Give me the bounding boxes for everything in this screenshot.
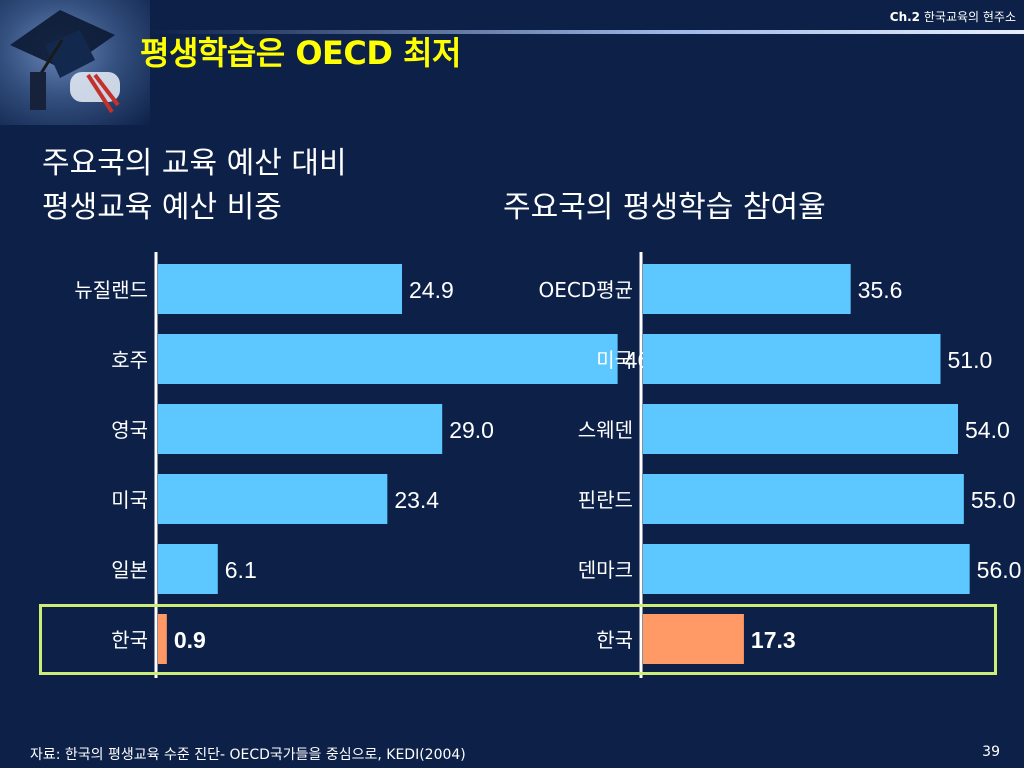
bar-1-4 (643, 544, 970, 594)
graduation-cap-image (0, 0, 150, 125)
category-label-0-2: 영국 (111, 418, 148, 442)
korea-highlight-box (39, 604, 997, 675)
category-label-0-4: 일본 (111, 558, 148, 582)
value-label-0-4: 6.1 (225, 557, 257, 583)
bar-0-0 (158, 264, 403, 314)
chapter-label: Ch.2 한국교육의 현주소 (890, 8, 1016, 25)
category-label-1-1: 미국 (596, 348, 633, 372)
chapter-code: Ch.2 (889, 10, 921, 24)
bar-1-2 (643, 404, 958, 454)
category-label-0-1: 호주 (111, 348, 148, 372)
source-note: 자료: 한국의 평생교육 수준 진단- OECD국가들을 중심으로, KEDI(… (30, 747, 466, 763)
value-label-1-5: 17.3 (751, 627, 796, 653)
category-label-1-2: 스웨덴 (578, 418, 633, 442)
chapter-name: 한국교육의 현주소 (923, 10, 1016, 24)
category-label-1-4: 덴마크 (578, 558, 633, 582)
value-label-0-5: 0.9 (174, 627, 206, 653)
page-number: 39 (982, 744, 1000, 760)
value-label-0-2: 29.0 (449, 417, 494, 443)
category-label-0-0: 뉴질랜드 (74, 278, 148, 302)
bar-0-4 (158, 544, 218, 594)
chart-title-participation: 주요국의 평생학습 참여율 (503, 190, 826, 225)
value-label-0-0: 24.9 (409, 277, 454, 303)
category-label-0-5: 한국 (111, 628, 148, 652)
category-label-1-5: 한국 (596, 628, 633, 652)
header-divider (150, 30, 1024, 34)
bar-0-1 (158, 334, 618, 384)
value-label-1-0: 35.6 (858, 277, 903, 303)
bar-1-5 (643, 614, 744, 664)
bar-1-0 (643, 264, 851, 314)
value-label-1-1: 51.0 (948, 347, 993, 373)
value-label-1-2: 54.0 (965, 417, 1010, 443)
bar-1-1 (643, 334, 941, 384)
value-label-1-3: 55.0 (971, 487, 1016, 513)
category-label-1-0: OECD평균 (538, 278, 633, 302)
bar-0-5 (158, 614, 167, 664)
value-label-1-4: 56.0 (977, 557, 1022, 583)
category-label-0-3: 미국 (111, 488, 148, 512)
chart-title-budget: 주요국의 교육 예산 대비 평생교육 예산 비중 (42, 146, 347, 225)
value-label-0-3: 23.4 (394, 487, 439, 513)
bar-1-3 (643, 474, 964, 524)
slide-title: 평생학습은 OECD 최저 (140, 34, 461, 72)
bar-0-3 (158, 474, 388, 524)
category-label-1-3: 핀란드 (578, 488, 633, 512)
graduation-cap-icon (10, 10, 120, 114)
bar-0-2 (158, 404, 443, 454)
